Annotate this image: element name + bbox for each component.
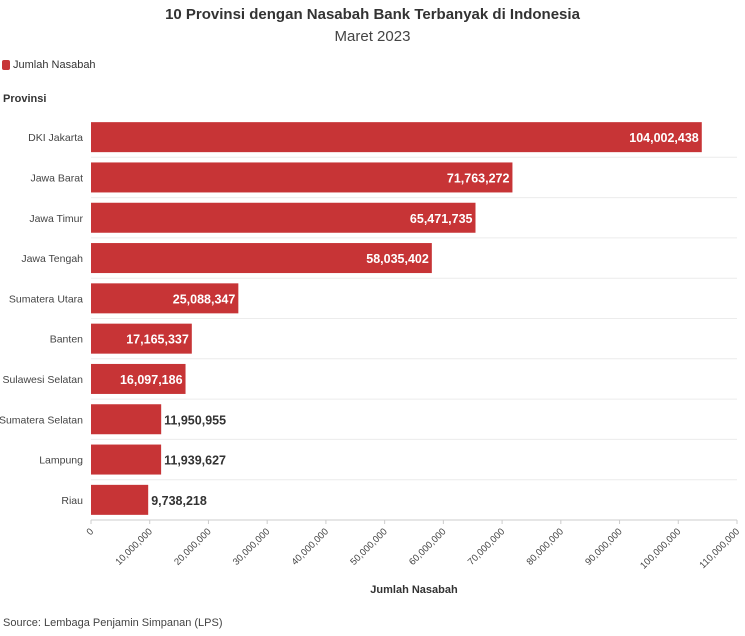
bar-value-label: 58,035,402 (366, 252, 429, 266)
chart-title: 10 Provinsi dengan Nasabah Bank Terbanya… (165, 6, 580, 23)
bar-value-label: 11,950,955 (164, 413, 226, 427)
category-label: Lampung (39, 455, 83, 467)
x-tick-label: 90,000,000 (583, 526, 624, 567)
x-tick-label: 50,000,000 (348, 526, 389, 567)
x-axis-title: Jumlah Nasabah (370, 584, 458, 596)
category-label: Jawa Tengah (21, 253, 83, 265)
bar (91, 162, 513, 193)
bar (91, 122, 702, 153)
bar (91, 444, 162, 475)
legend[interactable]: Jumlah Nasabah (2, 59, 96, 71)
x-tick-label: 20,000,000 (172, 526, 213, 567)
x-tick-label: 100,000,000 (638, 526, 683, 571)
bar-value-label: 65,471,735 (410, 212, 473, 226)
bar-value-label: 17,165,337 (126, 333, 189, 347)
category-label: Jawa Barat (30, 172, 83, 184)
bar (91, 202, 476, 233)
x-tick-label: 80,000,000 (525, 526, 566, 567)
bar (91, 484, 149, 515)
category-label: Banten (50, 334, 83, 346)
bar (91, 323, 192, 354)
x-tick-label: 30,000,000 (231, 526, 272, 567)
y-axis-title: Provinsi (3, 93, 47, 105)
legend-swatch (2, 60, 10, 70)
category-label: DKI Jakarta (28, 132, 83, 144)
category-label: Jawa Timur (29, 213, 83, 225)
chart-subtitle: Maret 2023 (334, 28, 411, 45)
category-label: Sulawesi Selatan (2, 374, 83, 386)
bar-value-label: 16,097,186 (120, 373, 183, 387)
bar-value-label: 25,088,347 (173, 292, 236, 306)
bar-value-label: 104,002,438 (629, 131, 699, 145)
category-label: Sumatera Utara (9, 293, 83, 305)
bar (91, 283, 239, 314)
category-label: Sumatera Selatan (0, 414, 83, 426)
x-tick-label: 60,000,000 (407, 526, 448, 567)
source-note: Source: Lembaga Penjamin Simpanan (LPS) (3, 617, 223, 629)
bar (91, 404, 162, 435)
bar-value-label: 9,738,218 (151, 494, 207, 508)
legend-label: Jumlah Nasabah (13, 59, 96, 71)
x-tick-label: 0 (85, 526, 97, 538)
x-tick-label: 40,000,000 (290, 526, 331, 567)
category-label: Riau (61, 495, 83, 507)
bar (91, 243, 432, 274)
bar (91, 363, 186, 394)
bar-value-label: 71,763,272 (447, 171, 510, 185)
x-tick-label: 110,000,000 (697, 526, 742, 571)
bar-value-label: 11,939,627 (164, 454, 226, 468)
x-tick-label: 10,000,000 (113, 526, 154, 567)
x-tick-label: 70,000,000 (466, 526, 507, 567)
